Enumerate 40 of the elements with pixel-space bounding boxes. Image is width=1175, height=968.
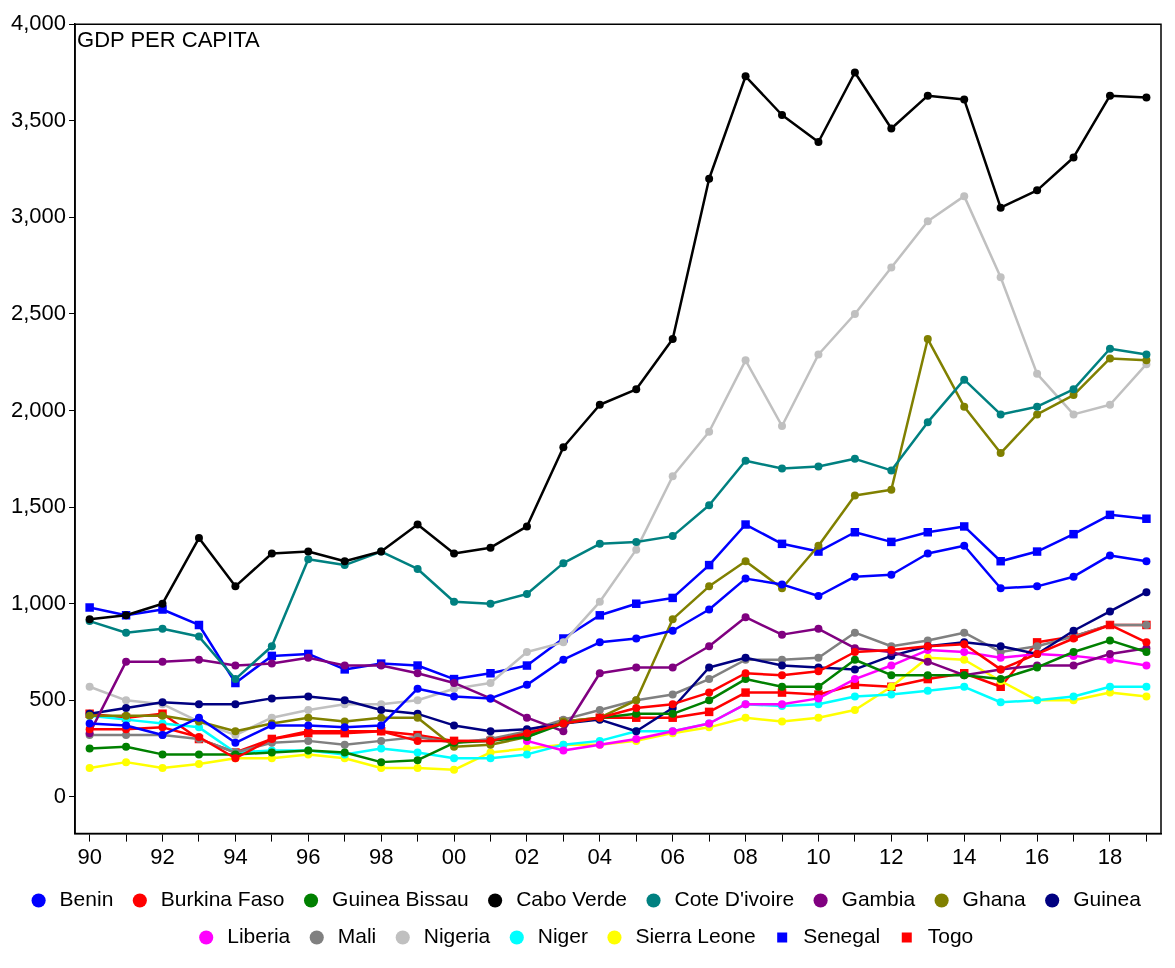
- x-tick-label: 06: [660, 843, 685, 869]
- x-tick-label: 10: [806, 843, 831, 869]
- y-tick-label: 1,500: [10, 493, 67, 519]
- x-tick-label: 02: [514, 843, 540, 869]
- x-tick-label: 90: [77, 843, 102, 869]
- y-tick-label: 4,000: [10, 10, 67, 36]
- legend-label: Cote D'ivoire: [674, 887, 795, 911]
- x-tick-label: 00: [441, 843, 467, 869]
- x-tick-label: 04: [587, 843, 613, 869]
- x-tick-label: 94: [223, 843, 248, 869]
- legend-label: Burkina Faso: [160, 887, 285, 911]
- legend-label: Benin: [59, 887, 114, 911]
- legend-label: Nigeria: [423, 924, 491, 948]
- legend-label: Guinea: [1073, 887, 1142, 911]
- y-tick-label: 2,000: [10, 396, 67, 422]
- x-tick-label: 98: [368, 843, 394, 869]
- x-tick-label: 92: [150, 843, 175, 869]
- y-tick-label: 1,000: [10, 589, 67, 615]
- legend-label: Mali: [337, 924, 377, 948]
- x-tick-label: 12: [879, 843, 904, 869]
- x-tick-label: 08: [733, 843, 758, 869]
- y-tick-label: 2,500: [10, 300, 67, 326]
- legend-label: Senegal: [803, 924, 881, 948]
- legend-label: Ghana: [962, 887, 1026, 911]
- legend-label: Cabo Verde: [516, 887, 628, 911]
- legend-label: Guinea Bissau: [332, 887, 469, 911]
- x-tick-label: 18: [1097, 843, 1123, 869]
- legend-label: Gambia: [841, 887, 916, 911]
- x-tick-label: 14: [951, 843, 977, 869]
- y-tick-label: 3,500: [10, 106, 67, 132]
- x-tick-label: 16: [1024, 843, 1050, 869]
- y-tick-label: 0: [53, 782, 67, 808]
- legend-label: Niger: [537, 924, 588, 948]
- legend-label: Togo: [927, 924, 974, 948]
- y-tick-label: 500: [29, 686, 67, 712]
- legend-label: Sierra Leone: [635, 924, 756, 948]
- x-tick-label: 96: [296, 843, 321, 869]
- y-tick-label: 3,000: [10, 203, 67, 229]
- chart-title: GDP PER CAPITA: [77, 27, 260, 53]
- legend-label: Liberia: [227, 924, 291, 948]
